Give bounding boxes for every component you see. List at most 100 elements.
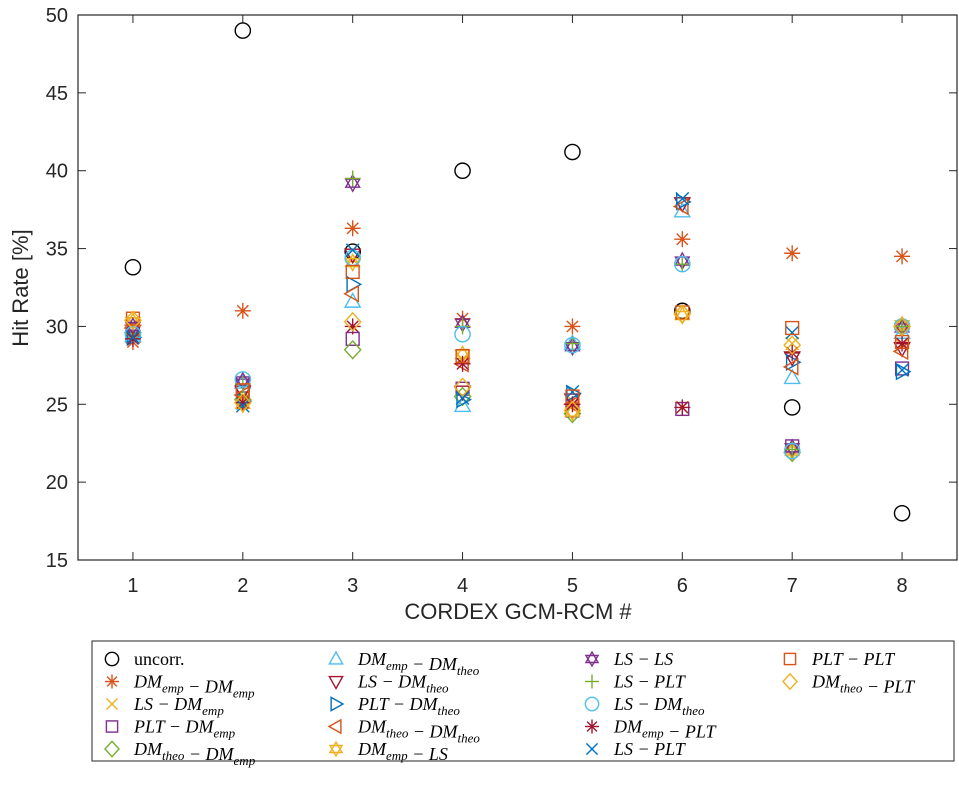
data-point	[564, 396, 581, 413]
data-point	[453, 396, 472, 413]
data-point	[675, 191, 690, 206]
legend-marker	[584, 650, 600, 668]
data-point	[453, 377, 472, 397]
legend-label: LS − DMtheo	[613, 694, 705, 718]
data-point	[894, 318, 911, 335]
legend-marker	[104, 651, 120, 667]
y-tick-label: 25	[46, 394, 68, 416]
legend-entry: DMtheo − PLT	[782, 672, 916, 697]
data-point	[893, 504, 911, 522]
legend-marker	[782, 672, 798, 691]
legend-label: PLT − DMemp	[133, 717, 236, 741]
data-point	[782, 358, 799, 376]
legend-entry: DMtheo − DMemp	[104, 739, 256, 768]
x-axis: 1 2 3 4 5 6 7 8	[127, 15, 908, 597]
data-point	[454, 355, 471, 372]
legend-marker	[328, 740, 344, 758]
legend-marker	[585, 719, 599, 734]
data-point	[454, 162, 471, 180]
legend-label: LS − PLT	[613, 672, 687, 692]
legend-marker	[585, 742, 599, 756]
data-point	[126, 330, 140, 345]
legend-marker	[105, 697, 119, 711]
x-tick-label: 5	[567, 575, 578, 597]
legend-marker	[585, 674, 599, 689]
data-point	[894, 248, 911, 265]
legend-label: DMtheo − DMemp	[133, 739, 256, 768]
data-point	[783, 335, 802, 355]
data-point	[564, 143, 581, 161]
data-point	[785, 320, 800, 336]
y-tick-label: 45	[46, 83, 68, 105]
legend-label: LS − DMtheo	[357, 672, 449, 696]
legend-marker	[105, 674, 119, 689]
legend-entry: PLT − PLT	[783, 649, 896, 669]
data-point	[455, 391, 470, 405]
y-axis: 15 20 25 30 35 40 45 50	[46, 5, 957, 572]
data-point	[895, 362, 912, 381]
data-point	[564, 318, 581, 335]
data-point	[893, 316, 912, 337]
legend-entry: LS − DMtheo	[328, 672, 449, 696]
x-tick-label: 1	[127, 575, 138, 597]
legend-label: LS − DMemp	[133, 694, 224, 718]
data-point	[784, 441, 801, 458]
y-axis-label: Hit Rate [%]	[8, 229, 33, 346]
legend-box	[91, 640, 955, 762]
legend-label: DMemp − PLT	[613, 717, 717, 742]
data-point	[235, 383, 250, 398]
x-axis-label: CORDEX GCM-RCM #	[404, 599, 632, 624]
data-point	[343, 339, 362, 360]
y-tick-label: 15	[46, 550, 68, 572]
legend-label: LS − LS	[613, 649, 673, 669]
x-tick-label: 8	[897, 575, 908, 597]
data-point	[783, 368, 801, 385]
legend-entry: LS − DMemp	[105, 694, 224, 718]
data-point	[456, 390, 472, 409]
data-point	[124, 330, 141, 347]
data-point	[454, 325, 471, 343]
data-point	[565, 384, 580, 399]
data-point	[343, 311, 362, 332]
data-point	[783, 399, 801, 416]
legend-marker	[327, 718, 342, 735]
data-markers	[123, 22, 912, 522]
legend-entry: DMtheo − DMtheo	[327, 717, 480, 746]
legend-marker	[104, 740, 120, 758]
legend-entry: PLT − DMtheo	[330, 694, 460, 718]
data-point	[234, 302, 251, 319]
legend-entry: DMemp − DMemp	[105, 672, 255, 701]
x-tick-label: 6	[677, 575, 688, 597]
data-point	[565, 389, 580, 404]
data-point	[455, 348, 470, 364]
data-point	[674, 256, 691, 273]
legend-marker	[328, 650, 344, 665]
data-point	[234, 22, 252, 39]
legend-entry: DMemp − PLT	[585, 717, 717, 742]
y-tick-label: 50	[46, 5, 68, 27]
data-point	[674, 399, 691, 416]
data-point	[785, 353, 802, 372]
legend-entry: PLT − DMemp	[105, 717, 236, 741]
legend-marker	[584, 696, 600, 712]
legend-label: DMtheo − PLT	[811, 672, 916, 697]
data-point	[123, 310, 142, 331]
legend-entry: LS − LS	[584, 649, 673, 669]
y-tick-label: 35	[46, 239, 68, 261]
data-point	[892, 342, 909, 361]
x-tick-label: 4	[457, 575, 468, 597]
x-tick-label: 2	[237, 575, 248, 597]
data-point	[234, 371, 252, 388]
legend-label: DMemp − LS	[357, 739, 448, 764]
legend-marker	[330, 696, 345, 712]
plot-frame	[77, 14, 958, 561]
legend-marker	[105, 720, 119, 733]
legend-entry: DMemp − DMtheo	[328, 649, 480, 678]
data-point	[895, 363, 909, 377]
data-point	[673, 201, 692, 218]
data-point	[674, 231, 691, 248]
data-point	[563, 400, 582, 421]
data-point	[785, 325, 800, 340]
